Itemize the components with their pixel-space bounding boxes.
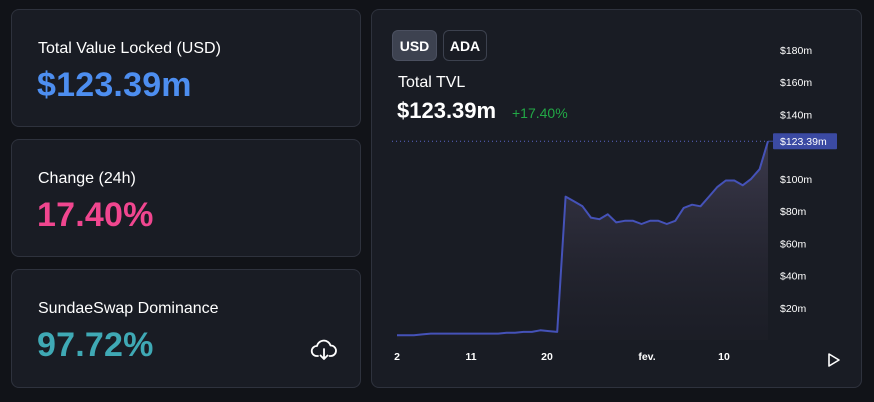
play-icon[interactable] [827,352,841,368]
y-tick-label: $140m [780,109,812,121]
dominance-value: 97.72% [37,326,154,364]
x-tick-label: fev. [638,351,655,363]
chart-series-line [397,140,769,337]
usd-toggle-button[interactable]: USD [392,30,437,61]
change-value: 17.40% [37,196,154,234]
tvl-value: $123.39m [37,66,192,104]
current-price-tag: $123.39m [768,133,837,150]
price-tag-label: $123.39m [780,136,827,148]
dominance-label: SundaeSwap Dominance [38,300,219,317]
tvl-label: Total Value Locked (USD) [38,40,221,57]
x-tick-label: 20 [541,351,553,363]
x-tick-label: 10 [718,351,730,363]
change-label: Change (24h) [38,170,136,187]
chart-change: +17.40% [512,105,568,121]
y-tick-label: $60m [780,238,807,250]
download-icon[interactable] [310,338,338,362]
y-tick-label: $160m [780,77,812,89]
x-tick-label: 11 [465,351,476,363]
y-tick-label: $40m [780,271,807,283]
price-tag-box [773,133,837,150]
y-tick-label: $180m [780,45,812,57]
dominance-card: SundaeSwap Dominance 97.72% [11,269,361,388]
ada-toggle-button[interactable]: ADA [443,30,487,61]
y-tick-label: $80m [780,206,807,218]
tvl-card: Total Value Locked (USD) $123.39m [11,9,361,127]
tvl-chart-panel: USD ADA Total TVL $123.39m +17.40% $20m $… [371,9,862,388]
y-tick-label: $100m [780,174,812,186]
y-tick-label: $20m [780,303,807,315]
chart-area-fill [397,141,768,340]
tvl-area-chart[interactable]: $20m $40m $60m $80m $100m $140m $160m $180m $123… [372,10,861,387]
chart-title: Total TVL [398,74,466,91]
chart-current-value: $123.39m [397,98,497,123]
change-card: Change (24h) 17.40% [11,139,361,257]
x-tick-label: 2 [394,351,400,363]
